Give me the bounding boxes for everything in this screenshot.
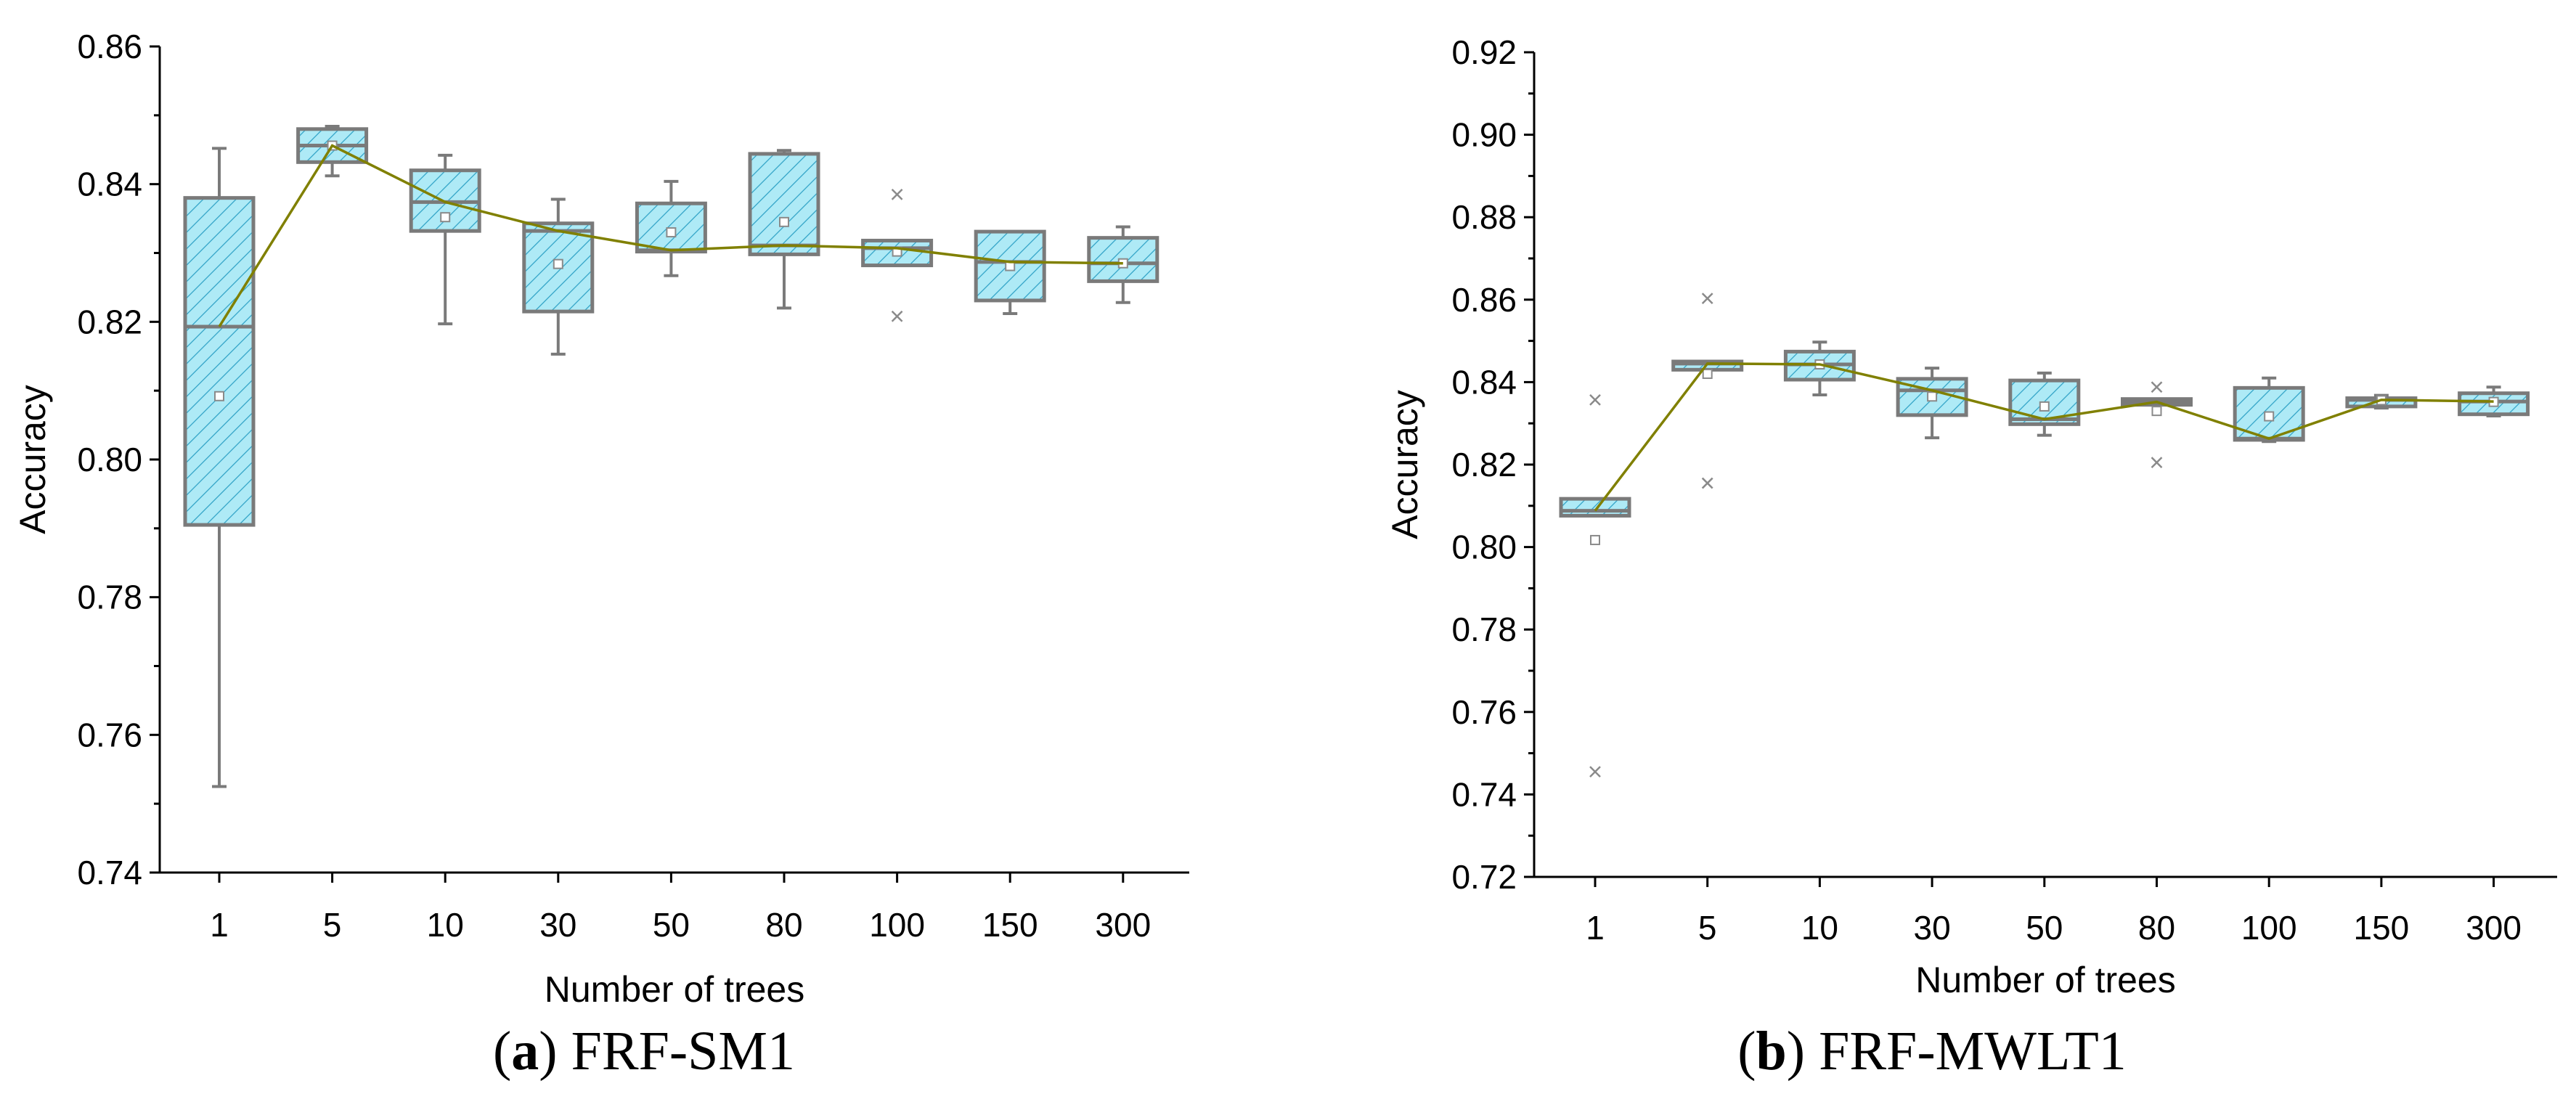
outlier-stroke (891, 310, 903, 322)
outlier-stroke (1701, 477, 1713, 489)
box-group-300 (2458, 385, 2530, 417)
outlier-marker (2151, 381, 2163, 393)
x-tick-label: 50 (653, 906, 690, 944)
y-tick-label: 0.74 (1451, 775, 1517, 813)
outlier-marker (2151, 457, 2163, 469)
box-group-100 (861, 189, 934, 322)
chart-panel-a: 0.74 0.76 0.78 0.80 0.82 0.84 0.86 Accuracy 1 5 10… (12, 28, 1189, 1010)
box-group-80 (748, 149, 820, 310)
y-tick-label: 0.74 (77, 854, 142, 891)
y-tick-label: 0.90 (1451, 116, 1517, 154)
y-tick-label: 0.76 (1451, 693, 1517, 731)
box-group-300 (1087, 225, 1159, 304)
x-tick-label: 10 (427, 906, 464, 944)
caption-a-letter: a (511, 1021, 539, 1082)
y-tick-label: 0.86 (1451, 281, 1517, 319)
mean-marker (1590, 534, 1600, 545)
outlier-stroke (891, 189, 903, 200)
y-tick-label: 0.80 (77, 441, 142, 478)
y-tick-label: 0.82 (1451, 446, 1517, 483)
caption-a-title: FRF-SM1 (571, 1021, 795, 1082)
outlier-marker (1701, 477, 1713, 489)
mean-marker (553, 258, 563, 269)
outlier-stroke (2151, 457, 2163, 469)
mean-marker (1702, 369, 1713, 380)
x-tick-label: 50 (2026, 909, 2063, 947)
mean-marker (2039, 401, 2050, 412)
box-group-5 (296, 125, 369, 178)
box-group-50 (2008, 371, 2081, 437)
x-tick-label: 80 (2138, 909, 2175, 947)
y-tick-label: 0.72 (1451, 858, 1517, 896)
mean-marker (1927, 391, 1938, 402)
x-tick-label: 5 (1698, 909, 1717, 947)
y-axis-title: Accuracy (12, 385, 53, 534)
y-tick-label: 0.92 (1451, 33, 1517, 71)
box (183, 196, 256, 527)
x-tick-label: 300 (2466, 909, 2522, 947)
x-tick-label: 80 (765, 906, 802, 944)
box-group-150 (2345, 393, 2418, 410)
outlier-marker (1701, 293, 1713, 304)
box-group-5 (1671, 293, 1744, 489)
box-group-30 (522, 197, 595, 356)
box (748, 152, 820, 256)
mean-marker (214, 391, 224, 401)
outlier-marker (1589, 393, 1601, 406)
y-tick-label: 0.82 (77, 303, 142, 340)
outlier-stroke (1701, 293, 1713, 304)
mean-marker (779, 216, 789, 227)
box-group-150 (974, 229, 1046, 315)
x-tick-label: 30 (1914, 909, 1951, 947)
caption-b-title: FRF-MWLT1 (1819, 1021, 2127, 1082)
y-tick-label: 0.84 (77, 166, 142, 203)
x-tick-label: 300 (1095, 906, 1151, 944)
outlier-marker (891, 189, 903, 200)
y-axis-title: Accuracy (1385, 390, 1425, 539)
chart-panel-b: 0.72 0.74 0.76 0.78 0.80 0.82 0.84 0.86 0.88 0.90… (1385, 33, 2557, 1000)
box-group-30 (1896, 367, 1968, 440)
x-tick-label: 150 (982, 906, 1038, 944)
outlier-stroke (2151, 381, 2163, 393)
y-tick-label: 0.86 (77, 28, 142, 65)
x-tick-label: 30 (539, 906, 576, 944)
mean-marker (666, 227, 677, 238)
box-group-1 (1559, 393, 1631, 778)
median-trend-line (218, 144, 1123, 327)
y-tick-label: 0.88 (1451, 198, 1517, 236)
outlier-marker (891, 310, 903, 322)
box (1087, 236, 1159, 283)
outlier-stroke (1589, 393, 1601, 406)
box-group-10 (1783, 340, 1856, 397)
x-tick-label: 100 (2241, 909, 2297, 947)
mean-marker (2151, 406, 2162, 417)
box (1559, 497, 1631, 518)
mean-marker (2264, 411, 2275, 422)
y-tick-label: 0.84 (1451, 363, 1517, 401)
x-tick-label: 1 (1586, 909, 1605, 947)
x-axis-title: Number of trees (1915, 960, 2175, 1000)
x-tick-label: 10 (1801, 909, 1838, 947)
box-group-50 (635, 179, 707, 277)
box-group-80 (2121, 381, 2193, 469)
mean-marker (440, 212, 451, 223)
x-tick-label: 150 (2354, 909, 2410, 947)
caption-b: (b) FRF-MWLT1 (1737, 1021, 2127, 1082)
caption-b-letter: b (1756, 1021, 1787, 1082)
x-tick-label: 5 (323, 906, 342, 944)
caption-a: (a) FRF-SM1 (492, 1021, 795, 1082)
median-trend-line (1594, 362, 2494, 512)
y-tick-label: 0.78 (77, 579, 142, 616)
y-tick-label: 0.78 (1451, 610, 1517, 648)
y-tick-label: 0.80 (1451, 528, 1517, 566)
x-tick-label: 1 (210, 906, 229, 944)
box-group-1 (183, 147, 256, 788)
x-tick-label: 100 (869, 906, 925, 944)
x-axis-title: Number of trees (545, 969, 804, 1010)
box-group-10 (409, 153, 481, 326)
outlier-stroke (1589, 766, 1601, 778)
y-tick-label: 0.76 (77, 716, 142, 753)
outlier-marker (1589, 766, 1601, 778)
